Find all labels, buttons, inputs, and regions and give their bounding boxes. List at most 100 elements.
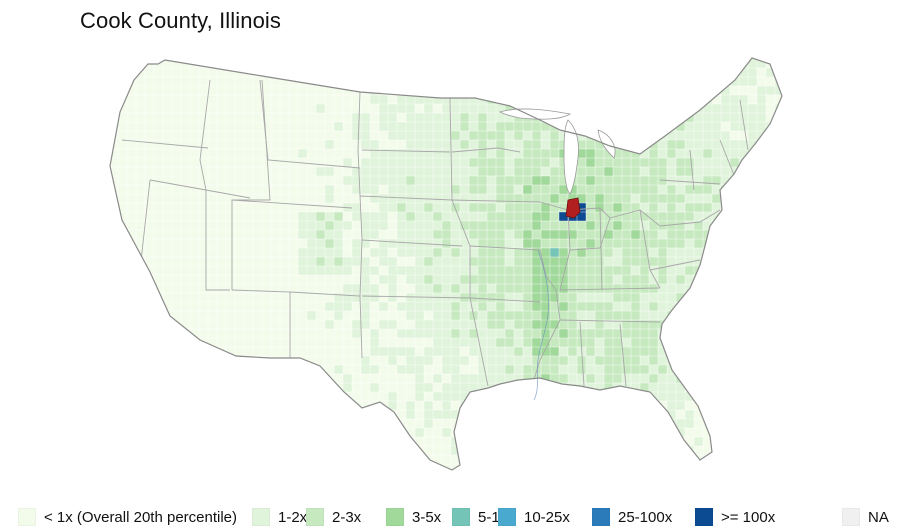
county-cell [378,202,389,213]
county-cell [306,292,317,303]
county-cell [495,274,506,285]
county-cell [216,103,227,114]
county-cell [351,247,362,258]
county-cell [171,211,182,222]
county-cell [405,274,416,285]
county-cell [423,112,434,123]
county-cell [171,103,182,114]
county-cell [387,175,398,186]
county-cell [306,337,317,348]
county-cell [279,211,290,222]
county-cell [576,256,587,267]
county-cell [423,391,434,402]
county-cell [270,319,281,330]
county-cell [621,364,632,375]
county-cell [576,184,587,195]
county-cell [279,346,290,357]
county-cell [486,175,497,186]
county-cell [459,355,470,366]
county-cell [234,238,245,249]
county-cell [720,130,731,141]
county-cell [126,211,137,222]
county-cell [234,202,245,213]
county-cell [513,355,524,366]
county-cell [315,247,326,258]
county-cell [675,247,686,258]
county-cell [423,139,434,150]
county-cell [612,274,623,285]
county-cell [378,175,389,186]
county-cell [261,175,272,186]
county-cell [414,319,425,330]
county-cell [495,355,506,366]
county-cell [423,319,434,330]
county-cell [153,211,164,222]
county-cell [747,67,758,78]
county-cell [207,265,218,276]
county-cell [441,391,452,402]
county-cell [630,310,641,321]
county-cell [243,310,254,321]
county-cell [504,139,515,150]
county-cell [261,166,272,177]
county-cell [513,139,524,150]
county-cell [378,247,389,258]
county-cell [225,220,236,231]
county-cell [648,211,659,222]
county-cell [306,157,317,168]
county-cell [369,301,380,312]
county-cell [162,292,173,303]
county-cell [639,220,650,231]
county-cell [450,103,461,114]
county-cell [369,112,380,123]
county-cell [414,283,425,294]
county-cell [171,184,182,195]
county-cell [126,166,137,177]
county-cell [414,382,425,393]
county-cell [549,346,560,357]
county-cell [702,175,713,186]
county-cell [504,184,515,195]
county-cell [207,148,218,159]
county-cell [243,139,254,150]
county-cell [135,184,146,195]
county-cell [495,202,506,213]
county-cell [351,265,362,276]
county-cell [405,238,416,249]
county-cell [585,346,596,357]
county-cell [531,184,542,195]
county-cell [378,382,389,393]
county-cell [405,103,416,114]
county-cell [657,148,668,159]
county-cell [432,346,443,357]
county-cell [504,283,515,294]
county-cell [657,238,668,249]
county-cell [333,346,344,357]
county-cell [297,229,308,240]
legend-item: 25-100x [592,507,672,527]
county-cell [396,247,407,258]
county-cell [459,184,470,195]
county-cell [342,112,353,123]
county-cell [630,238,641,249]
county-cell [540,148,551,159]
county-cell [522,238,533,249]
county-cell [522,337,533,348]
county-cell [630,247,641,258]
county-cell [297,94,308,105]
county-cell [486,166,497,177]
county-cell [477,328,488,339]
county-cell [666,220,677,231]
county-cell [639,355,650,366]
county-cell [540,220,551,231]
county-cell [495,130,506,141]
county-cell [513,247,524,258]
county-cell [585,337,596,348]
county-cell [243,94,254,105]
county-cell [423,211,434,222]
legend-label: 1-2x [278,508,308,526]
county-cell [378,94,389,105]
county-cell [621,229,632,240]
county-cell [621,337,632,348]
county-cell [693,211,704,222]
